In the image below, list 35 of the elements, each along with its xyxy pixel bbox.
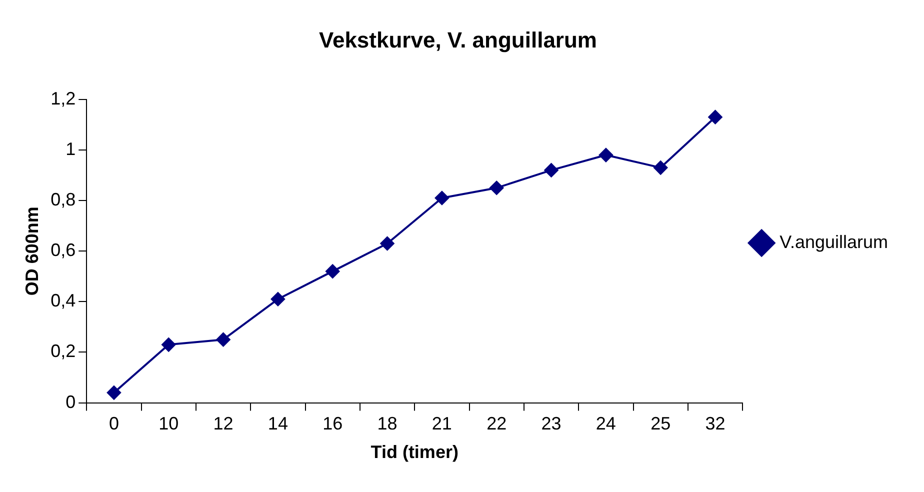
point — [270, 292, 285, 306]
point — [708, 110, 722, 124]
point — [380, 236, 394, 251]
x-tick-label: 10 — [158, 414, 179, 434]
x-tick-label: 12 — [213, 414, 234, 434]
point — [598, 148, 613, 162]
x-tick-label: 0 — [108, 414, 119, 434]
x-tick-label: 32 — [705, 414, 726, 434]
y-tick-label: 0,2 — [50, 341, 76, 362]
x-tick-label: 23 — [541, 414, 562, 434]
y-tick-label: 0,4 — [50, 290, 76, 311]
x-tick-label: 18 — [377, 414, 398, 434]
x-tick-label: 14 — [268, 414, 288, 434]
point — [490, 180, 504, 195]
y-tick-label: 0 — [66, 392, 76, 412]
x-tick-label: 25 — [650, 414, 671, 434]
legend-label: V.anguillarum — [780, 232, 888, 252]
chart-title: Vekstkurve, V. anguillarum — [319, 27, 597, 52]
point — [544, 163, 558, 178]
point — [162, 338, 176, 352]
x-tick-label: 24 — [596, 414, 616, 434]
x-axis-title: Tid (timer) — [370, 442, 458, 462]
point — [654, 160, 668, 175]
x-tick-label: 22 — [486, 414, 507, 434]
y-tick-label: 1,2 — [50, 88, 76, 108]
y-tick-label: 1 — [66, 138, 76, 159]
y-tick-label: 0,6 — [50, 240, 76, 260]
x-tick-label: 21 — [432, 414, 452, 434]
x-tick-label: 16 — [322, 414, 343, 434]
y-tick-label: 0,8 — [50, 190, 76, 210]
point — [326, 264, 340, 278]
y-axis-title: OD 600nm — [22, 206, 42, 296]
point — [434, 191, 449, 206]
point — [106, 386, 121, 400]
point — [216, 332, 230, 347]
